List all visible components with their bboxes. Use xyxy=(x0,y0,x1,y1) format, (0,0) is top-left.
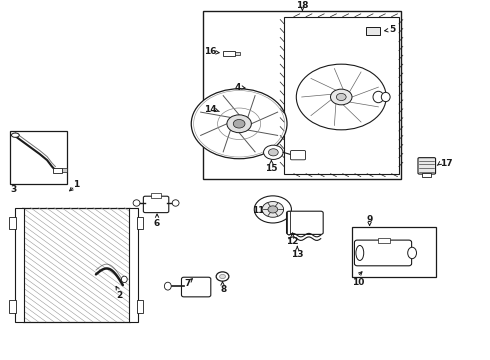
Circle shape xyxy=(262,202,284,217)
Text: 10: 10 xyxy=(352,278,365,287)
Bar xyxy=(422,173,431,177)
FancyBboxPatch shape xyxy=(181,277,211,297)
Text: 13: 13 xyxy=(291,251,303,260)
Bar xyxy=(53,168,62,173)
Bar xyxy=(10,131,67,184)
Text: 1: 1 xyxy=(74,180,79,189)
Ellipse shape xyxy=(381,93,390,102)
Bar xyxy=(9,300,16,313)
Circle shape xyxy=(269,149,278,156)
Text: 12: 12 xyxy=(286,237,298,246)
Circle shape xyxy=(233,120,245,128)
Circle shape xyxy=(268,206,278,213)
Bar xyxy=(287,211,291,234)
Text: 4: 4 xyxy=(235,83,241,92)
Bar xyxy=(235,52,240,55)
Ellipse shape xyxy=(133,200,140,206)
Circle shape xyxy=(191,89,287,159)
Text: 3: 3 xyxy=(10,185,17,194)
Bar xyxy=(137,217,144,229)
Bar xyxy=(378,238,390,243)
Bar xyxy=(352,227,436,277)
Circle shape xyxy=(336,94,346,100)
Ellipse shape xyxy=(164,282,171,290)
Text: 6: 6 xyxy=(154,219,160,228)
Bar xyxy=(15,208,24,322)
Text: 2: 2 xyxy=(116,291,122,300)
Text: 18: 18 xyxy=(296,1,309,10)
Bar xyxy=(62,168,67,172)
Circle shape xyxy=(227,115,251,133)
Ellipse shape xyxy=(356,246,364,260)
FancyBboxPatch shape xyxy=(418,158,436,174)
Circle shape xyxy=(216,272,229,281)
Text: 11: 11 xyxy=(252,206,265,215)
Text: 7: 7 xyxy=(185,279,191,288)
Ellipse shape xyxy=(172,200,179,206)
Bar xyxy=(9,217,16,229)
Text: 14: 14 xyxy=(204,105,217,114)
Ellipse shape xyxy=(11,133,19,137)
FancyBboxPatch shape xyxy=(144,196,169,213)
Bar xyxy=(23,208,130,322)
FancyBboxPatch shape xyxy=(354,240,412,266)
FancyBboxPatch shape xyxy=(366,27,380,35)
Bar xyxy=(203,12,401,179)
Text: 9: 9 xyxy=(367,215,373,224)
Circle shape xyxy=(220,274,225,279)
FancyBboxPatch shape xyxy=(287,211,323,234)
Text: 8: 8 xyxy=(220,285,227,294)
Bar xyxy=(284,17,399,174)
Bar xyxy=(222,51,235,56)
Bar xyxy=(129,208,138,322)
Circle shape xyxy=(254,196,292,223)
Circle shape xyxy=(296,64,386,130)
FancyBboxPatch shape xyxy=(291,150,306,160)
Text: 15: 15 xyxy=(265,165,278,174)
Ellipse shape xyxy=(122,276,127,283)
Circle shape xyxy=(264,145,283,159)
Ellipse shape xyxy=(373,91,384,103)
Circle shape xyxy=(331,89,352,105)
Ellipse shape xyxy=(408,247,416,259)
Text: 17: 17 xyxy=(441,158,453,167)
Bar xyxy=(137,300,144,313)
Text: 16: 16 xyxy=(203,47,216,56)
Text: 5: 5 xyxy=(390,26,396,35)
Bar xyxy=(151,193,161,198)
